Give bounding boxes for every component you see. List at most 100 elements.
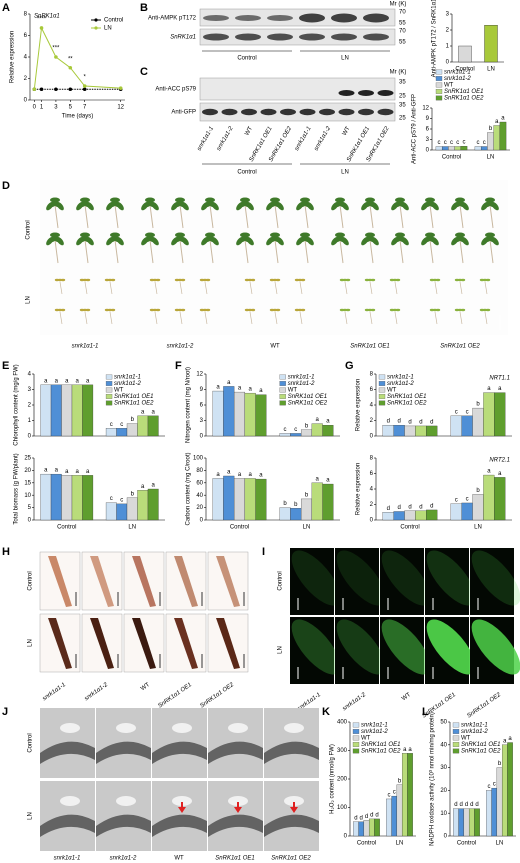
leaf (306, 201, 314, 211)
leaf (151, 201, 159, 211)
y-tick-label: 100 (193, 456, 204, 462)
point (32, 87, 37, 92)
y-tick-label: 200 (337, 777, 348, 783)
organelle (228, 796, 248, 806)
photo (290, 617, 334, 684)
bar (450, 415, 462, 437)
leaf (395, 278, 401, 282)
x-tick-label: LN (496, 841, 504, 847)
row-label: Control (28, 571, 34, 590)
bar (82, 384, 94, 437)
legend-swatch (435, 69, 443, 75)
bar (116, 503, 128, 521)
leaf (90, 556, 114, 607)
leaf (300, 197, 310, 203)
y-tick-label: 2 (370, 418, 374, 424)
leaf (401, 201, 409, 211)
legend-label: SnRK1α1 OE2 (288, 401, 328, 407)
legend-swatch (105, 374, 113, 380)
legend-swatch (279, 400, 286, 406)
bar (496, 767, 503, 837)
bar (454, 146, 462, 151)
leaf (341, 201, 349, 211)
root (274, 311, 278, 325)
leaf (80, 232, 90, 238)
legend-swatch (452, 722, 460, 728)
leaf (431, 201, 439, 211)
blot-band (331, 33, 357, 41)
significance-letter: a (55, 378, 59, 384)
fluorescence (291, 550, 341, 606)
bar (468, 808, 475, 837)
bar (212, 390, 224, 437)
significance-letter: d (430, 420, 433, 426)
bar (441, 146, 449, 151)
root (274, 239, 279, 264)
bar (233, 391, 246, 437)
bar (126, 497, 138, 521)
gene-label: NRT1.1 (489, 376, 510, 382)
significance-letter: c (387, 793, 390, 799)
row-label: LN (278, 646, 284, 654)
significance-letter: d (365, 814, 368, 820)
significance-letter: a (86, 378, 90, 384)
blot-band (280, 108, 296, 116)
root (149, 239, 154, 264)
bar (382, 424, 394, 437)
leaf (50, 197, 60, 203)
root (304, 204, 309, 229)
bar (453, 808, 459, 837)
leaf (110, 308, 116, 312)
y-tick-label: 0 (28, 518, 32, 524)
leaf (246, 201, 254, 211)
legend-label: snrk1α1-2 (444, 76, 471, 82)
legend-label: snrk1α1-1 (444, 70, 471, 76)
fluorescence (471, 550, 520, 606)
y-tick-label: 40 (196, 493, 203, 499)
bar (426, 509, 438, 521)
bar (404, 425, 416, 437)
y-tick-label: 2 (24, 76, 28, 82)
gene-label: NRT2.1 (489, 458, 510, 464)
bar (382, 512, 394, 521)
leaf (110, 232, 120, 238)
blot-row (199, 77, 396, 101)
y-axis-label: Anti-AMPK pT172 / SnRK1α1 (432, 0, 438, 77)
legend-label: WT (444, 83, 454, 89)
significance-letter: b (294, 502, 298, 508)
blot-band (363, 33, 389, 41)
bar (474, 808, 480, 837)
root (434, 311, 438, 325)
blot-band (319, 108, 335, 116)
row-label: Control (28, 733, 34, 752)
group-label: LN (341, 170, 349, 176)
y-tick-label: 25 (24, 456, 31, 462)
panel-label: K (322, 706, 330, 718)
root (339, 239, 344, 264)
bar (501, 744, 508, 837)
y-tick-label: 9 (200, 387, 204, 393)
y-tick-label: 0 (344, 834, 348, 840)
significance-letter: c (110, 496, 113, 502)
root (54, 239, 59, 264)
blot-band (358, 108, 374, 116)
bar (396, 784, 403, 837)
y-tick-label: 6 (200, 403, 204, 409)
significance-letter: b (476, 402, 480, 408)
column-label: snrk1α1-2 (342, 692, 368, 713)
leaf (461, 236, 469, 246)
y-tick-label: 4 (370, 403, 374, 409)
leaf (435, 308, 441, 312)
point (68, 87, 73, 92)
bar (61, 475, 73, 521)
significance-letter: c (487, 784, 490, 790)
cell-wall (152, 814, 207, 837)
organelle (284, 723, 304, 733)
legend-label: snrk1α1-1 (114, 375, 141, 381)
significance-letter: a (55, 468, 59, 474)
legend-label: snrk1α1-2 (114, 381, 141, 387)
legend-swatch (435, 82, 443, 88)
bar (71, 475, 83, 521)
y-tick-label: 0 (200, 518, 204, 524)
leaf (90, 618, 114, 669)
